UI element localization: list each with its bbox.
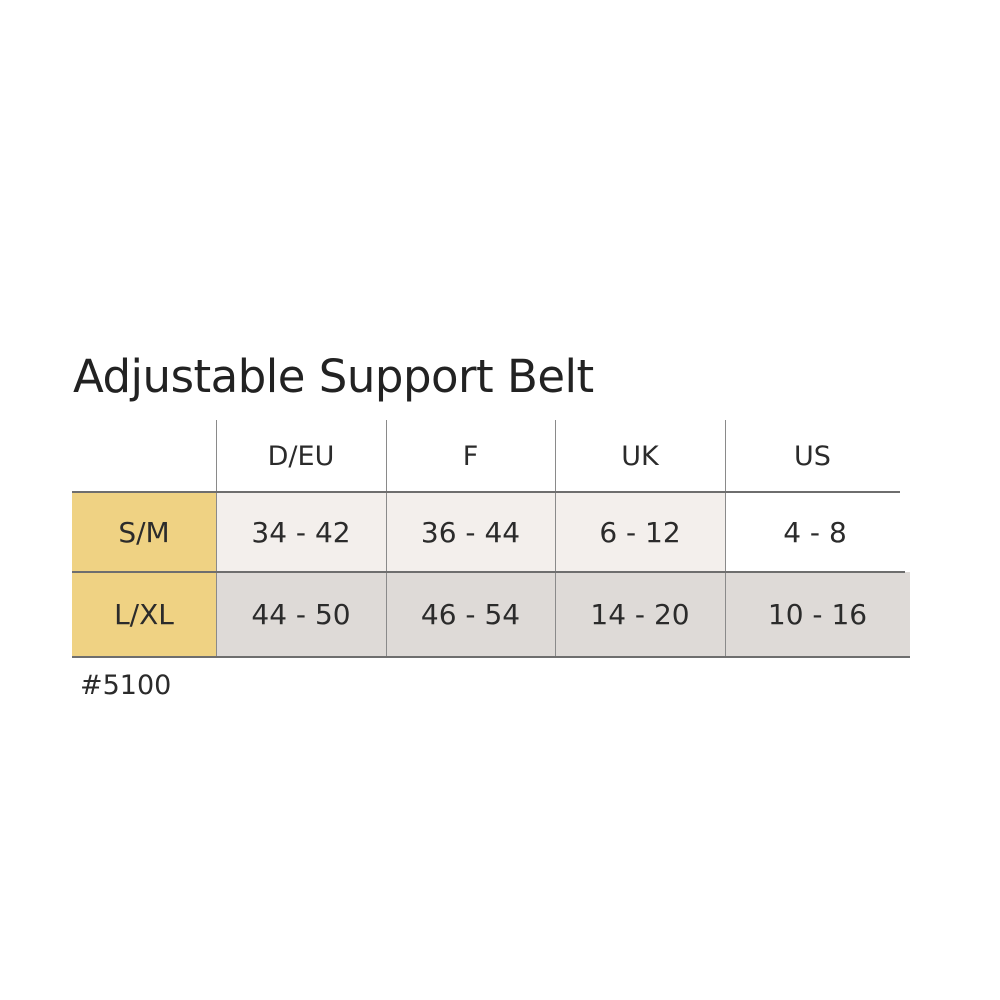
row-label: S/M <box>72 492 216 572</box>
product-number: #5100 <box>80 670 172 701</box>
column-divider <box>555 420 556 657</box>
column-divider <box>216 420 217 657</box>
row-divider <box>72 571 905 573</box>
table-cell: 14 - 20 <box>555 572 725 657</box>
column-header: US <box>794 440 831 472</box>
column-header: F <box>462 440 479 472</box>
table-cell: 10 - 16 <box>725 572 910 657</box>
table-cell: 6 - 12 <box>555 492 725 572</box>
table-cell: 34 - 42 <box>216 492 386 572</box>
column-header: D/EU <box>267 440 335 472</box>
column-header: UK <box>621 440 659 472</box>
row-divider <box>72 491 900 493</box>
table-cell: 46 - 54 <box>386 572 555 657</box>
row-divider <box>72 656 910 658</box>
row-label: L/XL <box>72 572 216 657</box>
table-cell: 36 - 44 <box>386 492 555 572</box>
table-cell: 44 - 50 <box>216 572 386 657</box>
column-divider <box>386 420 387 657</box>
page-title: Adjustable Support Belt <box>73 350 594 403</box>
column-divider <box>725 420 726 657</box>
table-cell: 4 - 8 <box>725 492 905 572</box>
